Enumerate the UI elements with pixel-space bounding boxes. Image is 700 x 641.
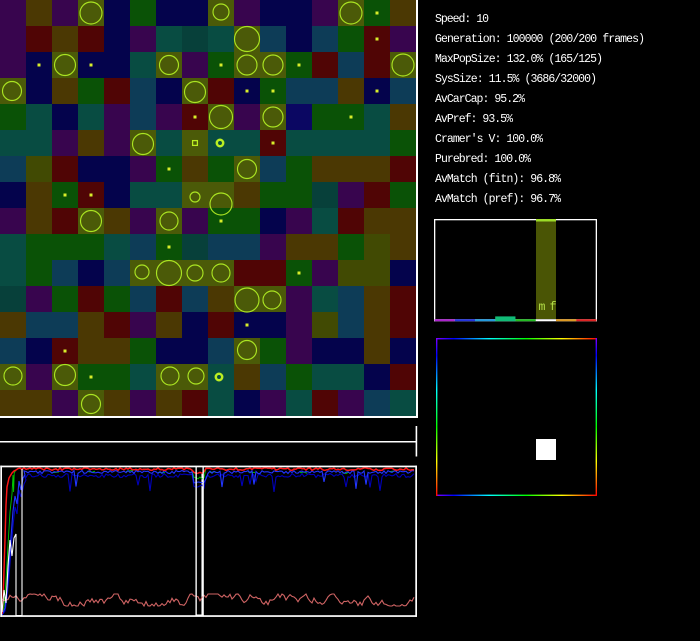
svg-text:AvPref: 93.5%: AvPref: 93.5% <box>435 113 513 126</box>
svg-text:m f: m f <box>539 301 557 314</box>
svg-text:Cramer's V: 100.0%: Cramer's V: 100.0% <box>435 133 543 146</box>
svg-text:MaxPopSize: 132.0% (165/125): MaxPopSize: 132.0% (165/125) <box>435 53 603 66</box>
svg-text:AvCarCap: 95.2%: AvCarCap: 95.2% <box>435 93 525 106</box>
svg-text:Speed: 10: Speed: 10 <box>435 13 489 26</box>
svg-text:AvMatch (pref): 96.7%: AvMatch (pref): 96.7% <box>435 193 561 206</box>
svg-text:SysSize: 11.5% (3686/32000): SysSize: 11.5% (3686/32000) <box>435 73 597 86</box>
svg-text:Generation: 100000 (200/200 fr: Generation: 100000 (200/200 frames) <box>435 33 645 46</box>
svg-text:Purebred: 100.0%: Purebred: 100.0% <box>435 153 531 166</box>
svg-text:AvMatch (fitn): 96.8%: AvMatch (fitn): 96.8% <box>435 173 561 186</box>
